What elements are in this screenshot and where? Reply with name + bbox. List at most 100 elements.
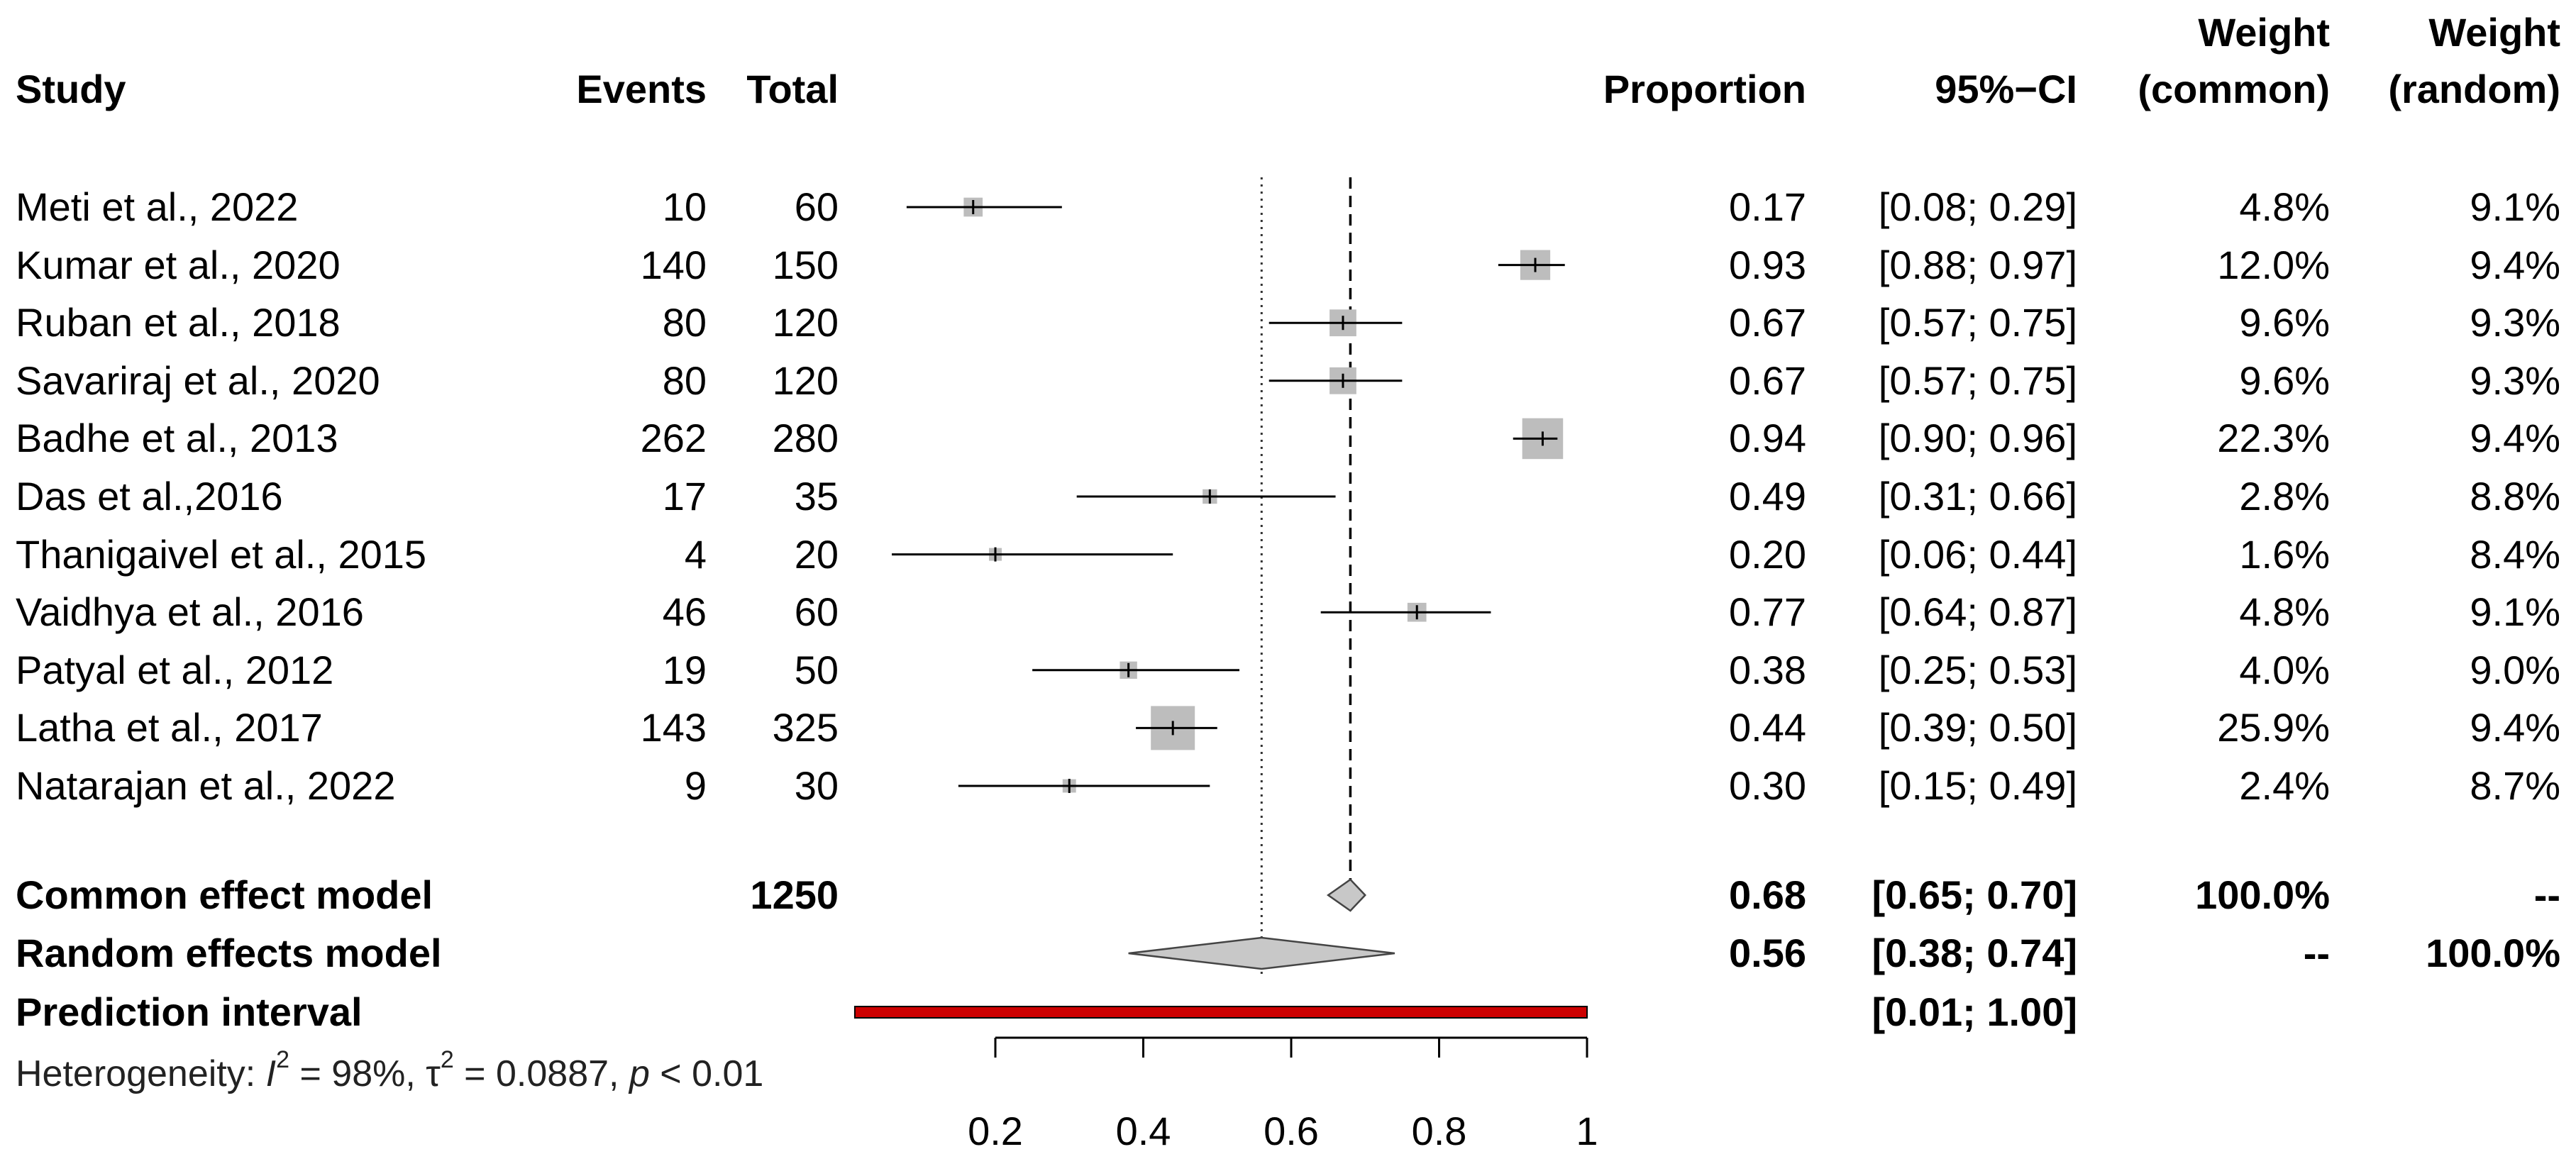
study-weight-common: 2.8% [2239, 474, 2330, 518]
study-total: 20 [794, 531, 839, 577]
study-weight-common: 25.9% [2217, 705, 2330, 750]
header-weight-common-sub: (common) [2138, 67, 2330, 111]
study-weight-random: 9.3% [2470, 300, 2560, 345]
header-weight-common: Weight [2198, 10, 2330, 55]
random-effects-label: Random effects model [16, 931, 442, 975]
study-ci: [0.06; 0.44] [1878, 531, 2077, 577]
study-proportion: 0.30 [1729, 763, 1806, 808]
study-proportion: 0.67 [1729, 357, 1806, 403]
header-weight-random-sub: (random) [2388, 67, 2560, 111]
study-ci: [0.15; 0.49] [1878, 763, 2077, 808]
heterogeneity-part: τ [426, 1053, 441, 1094]
study-name: Badhe et al., 2013 [16, 416, 338, 461]
study-name: Das et al.,2016 [16, 474, 283, 518]
study-total: 120 [772, 300, 839, 345]
x-axis-tick-label: 0.8 [1411, 1109, 1467, 1153]
study-weight-random: 8.8% [2470, 474, 2560, 518]
study-ci: [0.31; 0.66] [1878, 474, 2077, 518]
study-total: 120 [772, 357, 839, 403]
study-weight-common: 9.6% [2239, 357, 2330, 403]
x-axis-tick-label: 1 [1576, 1109, 1598, 1153]
common-effect-weight-common: 100.0% [2195, 872, 2330, 917]
study-events: 10 [662, 184, 707, 229]
study-weight-random: 9.1% [2470, 589, 2560, 635]
study-proportion: 0.67 [1729, 300, 1806, 345]
header-total: Total [746, 67, 839, 111]
study-proportion: 0.93 [1729, 242, 1806, 287]
study-events: 80 [662, 357, 707, 403]
study-events: 46 [662, 589, 707, 635]
study-events: 80 [662, 300, 707, 345]
heterogeneity-part: 2 [440, 1046, 454, 1073]
study-name: Latha et al., 2017 [16, 705, 323, 750]
x-axis-tick-label: 0.2 [968, 1109, 1023, 1153]
heterogeneity-part: I [265, 1053, 277, 1094]
study-name: Savariraj et al., 2020 [16, 357, 380, 403]
x-axis-tick-label: 0.4 [1115, 1109, 1171, 1153]
study-total: 150 [772, 242, 839, 287]
prediction-interval-bar [853, 1006, 1588, 1019]
study-events: 19 [662, 647, 707, 692]
study-events: 9 [684, 763, 707, 808]
header-proportion: Proportion [1603, 67, 1806, 111]
study-weight-common: 4.0% [2239, 647, 2330, 692]
study-total: 325 [772, 705, 839, 750]
study-weight-common: 4.8% [2239, 589, 2330, 635]
common-effect-label: Common effect model [16, 872, 433, 917]
study-weight-random: 9.0% [2470, 647, 2560, 692]
study-name: Meti et al., 2022 [16, 184, 299, 229]
study-ci: [0.39; 0.50] [1878, 705, 2077, 750]
heterogeneity-part: Heterogeneity: [16, 1053, 266, 1094]
study-proportion: 0.20 [1729, 531, 1806, 577]
random-effects-proportion: 0.56 [1729, 931, 1806, 975]
study-name: Vaidhya et al., 2016 [16, 589, 364, 635]
random-effects-diamond [1128, 936, 1395, 970]
study-events: 140 [640, 242, 707, 287]
study-weight-common: 1.6% [2239, 531, 2330, 577]
study-ci: [0.57; 0.75] [1878, 300, 2077, 345]
study-events: 262 [640, 416, 707, 461]
prediction-interval-ci: [0.01; 1.00] [1872, 989, 2078, 1034]
heterogeneity-note: Heterogeneity: I2 = 98%, τ2 = 0.0887, p … [16, 1048, 763, 1094]
study-ci: [0.64; 0.87] [1878, 589, 2077, 635]
header-events: Events [576, 67, 707, 111]
heterogeneity-part: = 0.0887, [453, 1053, 629, 1094]
study-total: 60 [794, 589, 839, 635]
heterogeneity-part: p [629, 1053, 650, 1094]
study-proportion: 0.49 [1729, 474, 1806, 518]
study-weight-common: 22.3% [2217, 416, 2330, 461]
common-effect-total: 1250 [750, 872, 839, 917]
common-effect-ci: [0.65; 0.70] [1872, 872, 2078, 917]
study-total: 50 [794, 647, 839, 692]
prediction-interval-label: Prediction interval [16, 989, 363, 1034]
common-effect-weight-random: -- [2533, 872, 2560, 917]
common-effect-proportion: 0.68 [1729, 872, 1806, 917]
header-study: Study [16, 67, 126, 111]
study-total: 35 [794, 474, 839, 518]
study-weight-random: 8.4% [2470, 531, 2560, 577]
study-weight-random: 9.1% [2470, 184, 2560, 229]
random-effects-ci: [0.38; 0.74] [1872, 931, 2078, 975]
study-proportion: 0.17 [1729, 184, 1806, 229]
study-ci: [0.57; 0.75] [1878, 357, 2077, 403]
study-name: Ruban et al., 2018 [16, 300, 341, 345]
study-name: Thanigaivel et al., 2015 [16, 531, 427, 577]
header-ci: 95%−CI [1935, 67, 2077, 111]
random-effects-weight-common: -- [2303, 931, 2330, 975]
study-weight-random: 9.4% [2470, 242, 2560, 287]
study-weight-random: 9.4% [2470, 416, 2560, 461]
study-proportion: 0.94 [1729, 416, 1806, 461]
study-proportion: 0.77 [1729, 589, 1806, 635]
study-weight-random: 9.4% [2470, 705, 2560, 750]
study-ci: [0.90; 0.96] [1878, 416, 2077, 461]
study-name: Kumar et al., 2020 [16, 242, 341, 287]
study-proportion: 0.38 [1729, 647, 1806, 692]
study-name: Patyal et al., 2012 [16, 647, 334, 692]
study-weight-common: 9.6% [2239, 300, 2330, 345]
heterogeneity-part: 2 [276, 1046, 290, 1073]
study-events: 17 [662, 474, 707, 518]
study-weight-random: 8.7% [2470, 763, 2560, 808]
study-name: Natarajan et al., 2022 [16, 763, 396, 808]
x-axis-tick-label: 0.6 [1264, 1109, 1319, 1153]
